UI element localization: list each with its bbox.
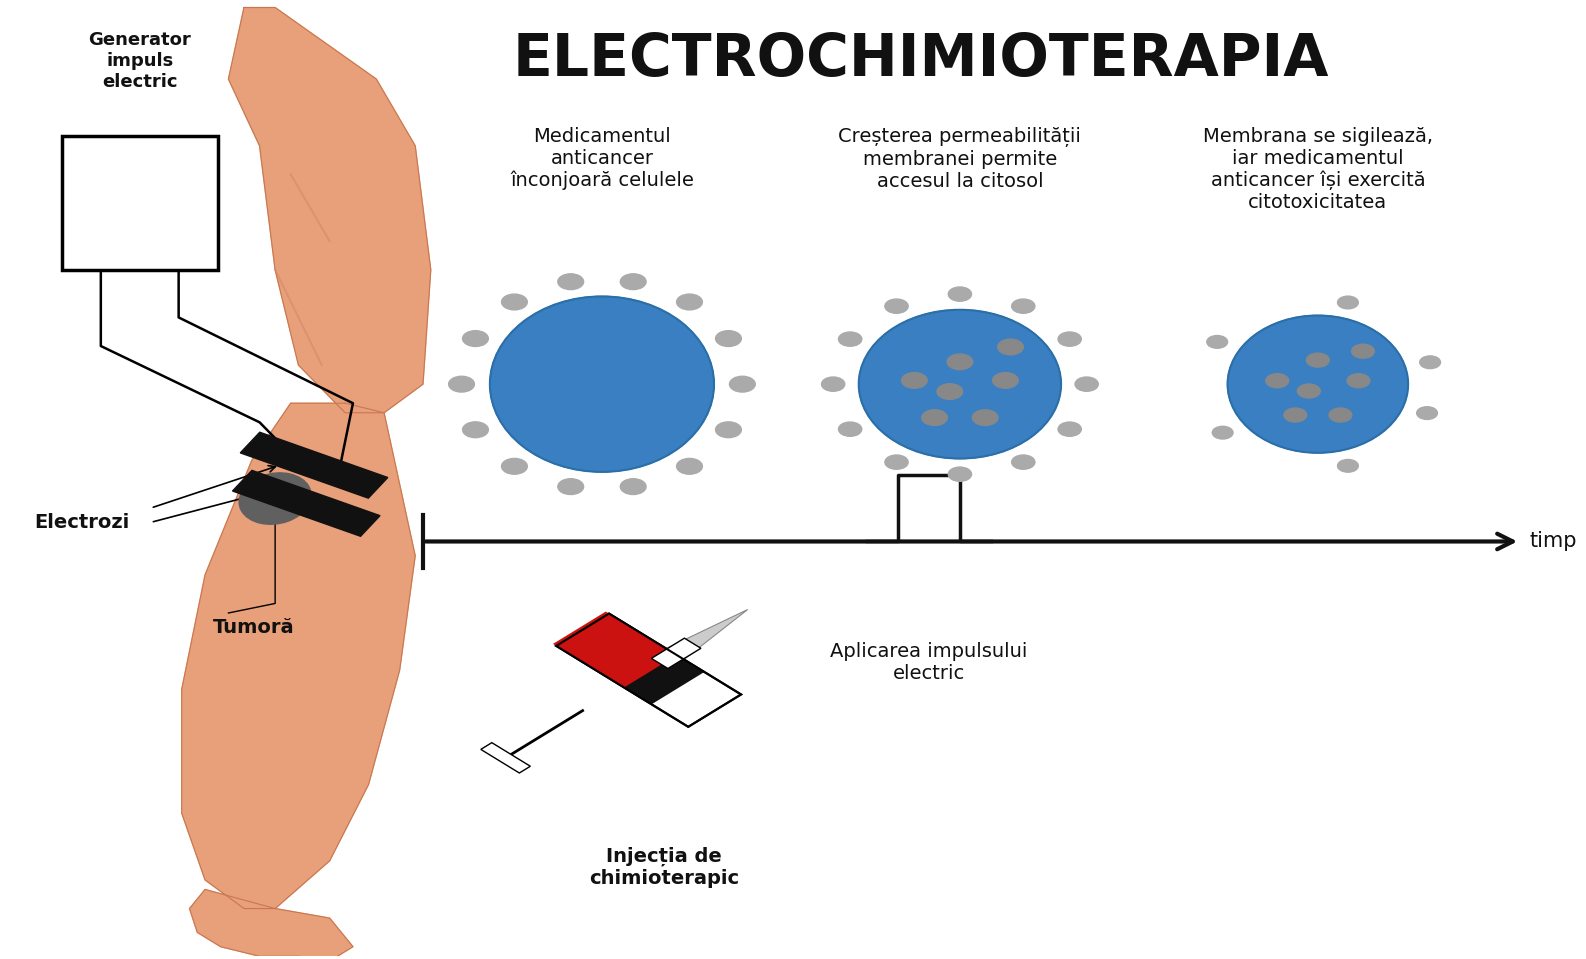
Polygon shape [481, 742, 530, 773]
Circle shape [1266, 374, 1289, 387]
Circle shape [620, 274, 646, 290]
Text: Tumoră: Tumoră [213, 618, 295, 637]
Circle shape [1012, 299, 1036, 314]
Circle shape [839, 332, 861, 346]
Polygon shape [557, 614, 741, 727]
Polygon shape [652, 638, 701, 668]
Circle shape [1283, 408, 1307, 422]
Ellipse shape [239, 473, 311, 525]
Circle shape [677, 458, 703, 474]
Circle shape [998, 339, 1023, 355]
Circle shape [463, 331, 488, 346]
Circle shape [1329, 408, 1351, 422]
Circle shape [620, 479, 646, 495]
Circle shape [1347, 374, 1370, 387]
Circle shape [730, 376, 755, 392]
Circle shape [921, 409, 947, 426]
Circle shape [948, 287, 972, 301]
Ellipse shape [490, 296, 714, 472]
Circle shape [1075, 377, 1098, 391]
Circle shape [1058, 332, 1082, 346]
Polygon shape [182, 403, 416, 908]
Polygon shape [554, 612, 688, 694]
Polygon shape [623, 655, 704, 704]
Text: Generator
impuls
electric: Generator impuls electric [89, 32, 190, 91]
Polygon shape [228, 8, 431, 412]
Circle shape [822, 377, 845, 391]
Text: Medicamentul
anticancer
înconjoară celulele: Medicamentul anticancer înconjoară celul… [511, 127, 695, 190]
Circle shape [1419, 356, 1440, 368]
Circle shape [885, 299, 909, 314]
Circle shape [558, 274, 584, 290]
Text: ELECTROCHIMIOTERAPIA: ELECTROCHIMIOTERAPIA [512, 32, 1329, 88]
Circle shape [501, 294, 527, 310]
Bar [62, 136, 217, 269]
Circle shape [501, 458, 527, 474]
Circle shape [1212, 427, 1232, 439]
Circle shape [1351, 344, 1375, 359]
Polygon shape [190, 890, 354, 959]
Circle shape [948, 467, 972, 481]
Ellipse shape [858, 310, 1061, 458]
Circle shape [1058, 422, 1082, 436]
Circle shape [947, 354, 972, 369]
Circle shape [1337, 296, 1358, 309]
Circle shape [1012, 455, 1036, 469]
Circle shape [972, 409, 998, 426]
Circle shape [901, 373, 928, 388]
Circle shape [1307, 353, 1329, 367]
Circle shape [715, 331, 741, 346]
Text: timp: timp [1529, 531, 1576, 551]
Circle shape [677, 294, 703, 310]
Circle shape [558, 479, 584, 495]
Polygon shape [233, 470, 381, 536]
Text: Injecția de
chimioterapic: Injecția de chimioterapic [588, 847, 739, 888]
Circle shape [993, 373, 1018, 388]
Circle shape [1297, 384, 1320, 398]
Circle shape [715, 422, 741, 437]
Circle shape [1337, 459, 1358, 472]
Polygon shape [241, 433, 389, 498]
Text: Electrozi: Electrozi [33, 513, 128, 532]
Text: Aplicarea impulsului
electric: Aplicarea impulsului electric [829, 642, 1028, 683]
Circle shape [463, 422, 488, 437]
Text: Membrana se sigilează,
iar medicamentul
anticancer își exercită
citotoxicitatea: Membrana se sigilează, iar medicamentul … [1202, 127, 1432, 212]
Circle shape [1207, 336, 1228, 348]
Polygon shape [668, 610, 747, 659]
Circle shape [937, 384, 963, 400]
Circle shape [839, 422, 861, 436]
Ellipse shape [1228, 316, 1408, 453]
Circle shape [449, 376, 474, 392]
Circle shape [885, 455, 909, 469]
Circle shape [1416, 407, 1437, 419]
Text: Creșterea permeabilității
membranei permite
accesul la citosol: Creșterea permeabilității membranei perm… [839, 127, 1082, 191]
